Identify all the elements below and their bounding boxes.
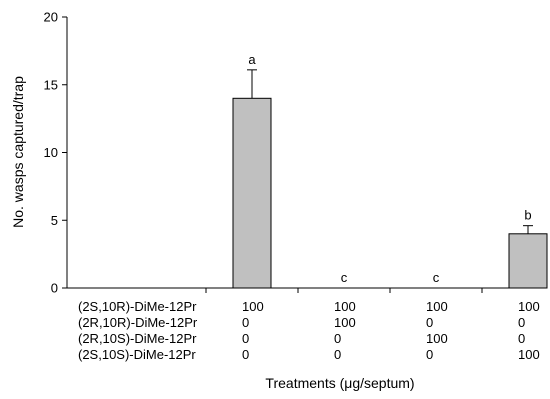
dose-cell: 100 xyxy=(426,331,448,346)
dose-cell: 100 xyxy=(518,347,540,362)
x-axis-title: Treatments (μg/septum) xyxy=(265,375,414,391)
axes: 0 5 10 15 20 xyxy=(44,10,545,296)
dose-cell: 0 xyxy=(242,315,249,330)
y-tick-label: 5 xyxy=(51,213,58,228)
y-tick-label: 0 xyxy=(51,281,58,296)
dose-cell: 100 xyxy=(334,299,356,314)
dose-cell: 0 xyxy=(426,315,433,330)
bar xyxy=(232,97,272,289)
dose-cell: 100 xyxy=(334,315,356,330)
significance-label: a xyxy=(248,52,256,67)
dose-cell: 0 xyxy=(334,347,341,362)
dose-cell: 100 xyxy=(426,299,448,314)
significance-label: c xyxy=(433,270,440,285)
y-axis-title: No. wasps captured/trap xyxy=(10,76,26,228)
significance-label: c xyxy=(341,270,348,285)
bars xyxy=(232,69,548,289)
treatment-row-label: (2R,10R)-DiMe-12Pr xyxy=(78,315,198,330)
dose-cell: 0 xyxy=(518,331,525,346)
dose-cell: 100 xyxy=(518,299,540,314)
treatment-table: (2S,10R)-DiMe-12Pr1001001001000(2R,10R)-… xyxy=(78,299,540,362)
labels: accbc xyxy=(248,52,531,285)
treatment-row-label: (2S,10R)-DiMe-12Pr xyxy=(78,299,197,314)
bar xyxy=(508,233,548,289)
y-tick-label: 15 xyxy=(44,77,58,92)
dose-cell: 0 xyxy=(242,331,249,346)
y-tick-label: 10 xyxy=(44,145,58,160)
dose-cell: 0 xyxy=(334,331,341,346)
dose-cell: 0 xyxy=(426,347,433,362)
dose-cell: 0 xyxy=(518,315,525,330)
significance-label: b xyxy=(524,208,531,223)
dose-cell: 0 xyxy=(242,347,249,362)
treatment-row-label: (2S,10S)-DiMe-12Pr xyxy=(78,347,196,362)
dose-cell: 100 xyxy=(242,299,264,314)
treatment-row-label: (2R,10S)-DiMe-12Pr xyxy=(78,331,197,346)
y-tick-label: 20 xyxy=(44,10,58,25)
